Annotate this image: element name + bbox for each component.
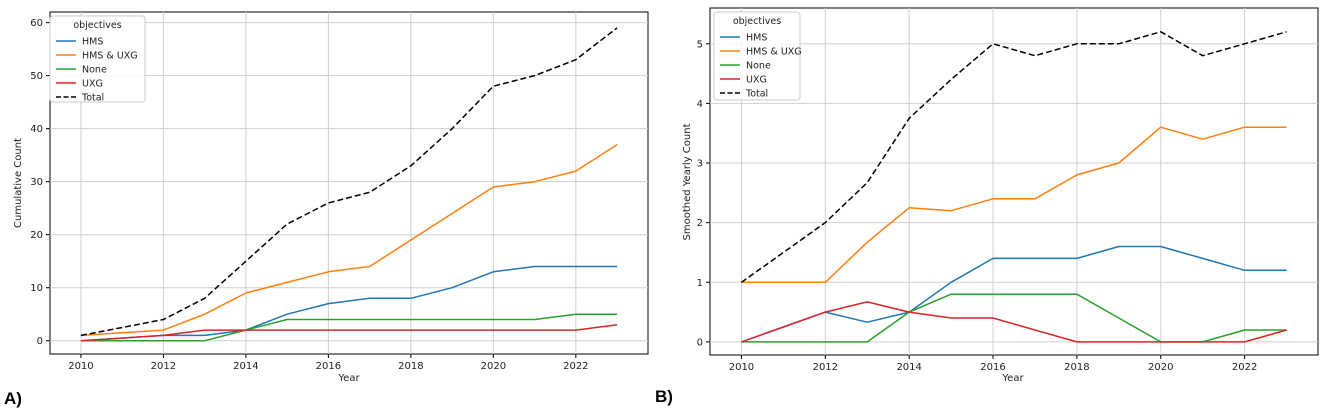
legend-box	[49, 15, 146, 103]
x-tick-label: 2012	[813, 362, 838, 373]
x-tick-label: 2018	[398, 361, 423, 372]
y-tick-label: 40	[30, 124, 43, 135]
panel-b: B) Year Smoothed Yearly Count 2010 2012 20…	[655, 7, 1319, 406]
series-line-total	[740, 31, 1287, 283]
legend-label: Total	[745, 89, 768, 100]
y-tick-label: 50	[30, 71, 43, 82]
series-line-none	[80, 313, 618, 342]
y-tick-label: 10	[30, 283, 43, 294]
legend-label: UXG	[82, 79, 103, 90]
y-tick-label: 0	[697, 337, 703, 348]
legend-label: None	[82, 65, 107, 76]
chart-layer-a: 2010 2012 2014 2016 2018 2020 2022 0 10 20 30 40 50 6…	[30, 12, 648, 372]
series-line-hms-uxg	[80, 143, 618, 337]
series-line-hms	[80, 265, 618, 342]
ticks-a: 2010 2012 2014 2016 2018 2020 2022 0 10 20 30 40 50 6…	[30, 18, 588, 372]
y-tick-label: 30	[30, 177, 43, 188]
series-line-total	[80, 27, 618, 337]
series-line-hms-uxg	[741, 126, 1287, 284]
plot-area-a	[49, 11, 649, 355]
panel-a: A) Year Cumulative Count 2010 2012 2014 201…	[4, 11, 649, 408]
x-tick-label: 2016	[980, 362, 1005, 373]
legend-title: objectives	[73, 20, 121, 31]
legend-label: UXG	[746, 75, 767, 86]
x-axis-label-a: Year	[337, 373, 360, 384]
x-tick-label: 2016	[316, 361, 341, 372]
x-tick-label: 2022	[1232, 362, 1257, 373]
ticks-b: 2010 2012 2014 2016 2018 2020 2022 0 1 2 3 4 5	[697, 39, 1258, 373]
x-tick-label: 2012	[151, 361, 176, 372]
legend-box	[713, 11, 801, 101]
x-tick-label: 2010	[729, 362, 754, 373]
y-tick-label: 20	[30, 230, 43, 241]
y-tick-label: 4	[697, 99, 703, 110]
x-tick-label: 2010	[68, 361, 93, 372]
legend-b: objectives HMS HMS & UXG None UXG Total	[713, 11, 802, 101]
y-tick-label: 3	[697, 159, 703, 170]
series-lines-b	[740, 31, 1287, 343]
y-tick-label: 5	[697, 39, 703, 50]
x-axis-label-b: Year	[1001, 373, 1024, 384]
y-axis-label-a: Cumulative Count	[13, 138, 24, 228]
panel-label-b: B)	[655, 387, 673, 406]
x-tick-label: 2020	[1148, 362, 1173, 373]
series-lines-a	[80, 27, 618, 342]
legend-label: HMS	[82, 37, 103, 48]
y-tick-label: 2	[697, 218, 703, 229]
gridlines-a	[50, 12, 648, 354]
legend-title: objectives	[733, 16, 781, 27]
legend-label: Total	[81, 93, 104, 104]
x-tick-label: 2022	[563, 361, 588, 372]
x-tick-label: 2020	[481, 361, 506, 372]
legend-label: HMS & UXG	[746, 47, 802, 58]
legend-label: HMS & UXG	[82, 51, 138, 62]
series-line-hms	[741, 245, 1287, 343]
legend-label: None	[746, 61, 771, 72]
y-tick-label: 60	[30, 18, 43, 29]
legend-label: HMS	[746, 33, 767, 44]
x-tick-label: 2018	[1064, 362, 1089, 373]
plot-area-b	[709, 7, 1319, 356]
panel-label-a: A)	[4, 389, 22, 408]
series-line-uxg	[80, 324, 618, 342]
y-tick-label: 1	[697, 278, 703, 289]
legend-a: objectives HMS HMS & UXG None UXG Total	[49, 15, 146, 104]
y-axis-label-b: Smoothed Yearly Count	[682, 123, 693, 240]
x-tick-label: 2014	[896, 362, 921, 373]
y-tick-label: 0	[37, 336, 43, 347]
chart-layer-b: 2010 2012 2014 2016 2018 2020 2022 0 1 2 3 4 5 object…	[697, 8, 1318, 373]
series-line-uxg	[741, 301, 1287, 343]
x-tick-label: 2014	[233, 361, 258, 372]
